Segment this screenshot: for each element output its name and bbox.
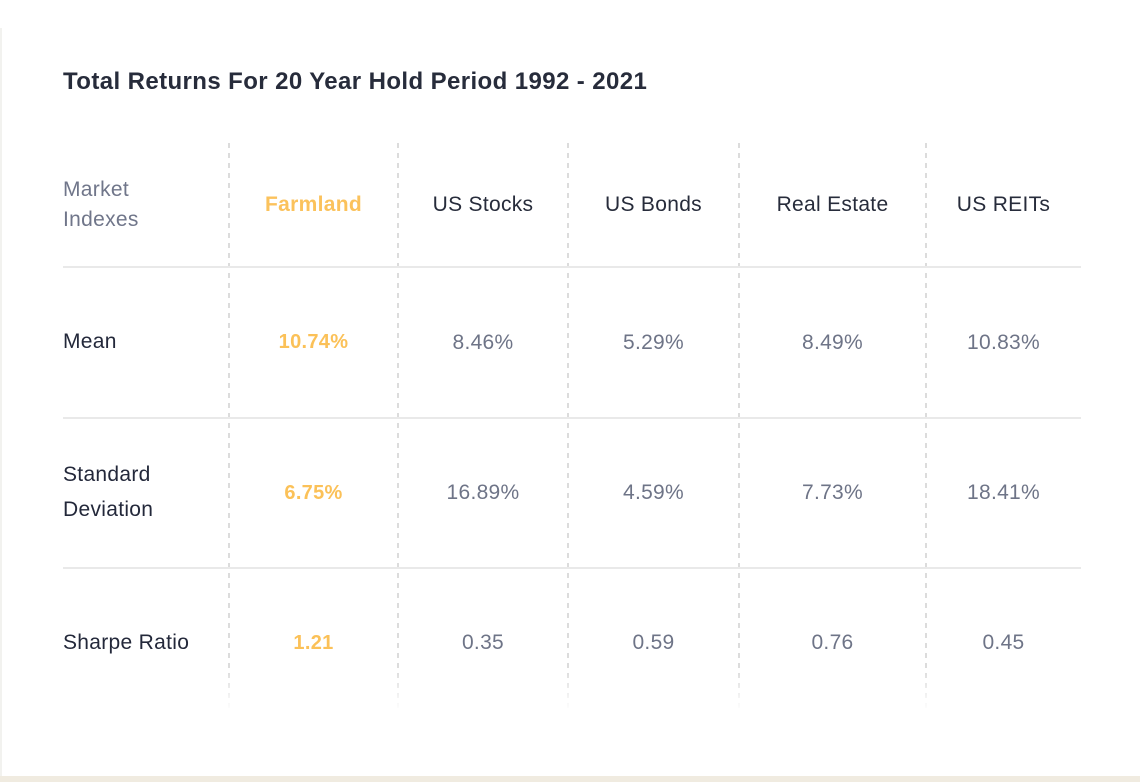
column-separator xyxy=(738,143,740,718)
cell-stdev-us-reits: 18.41% xyxy=(966,481,1041,504)
row-label: Standard Deviation xyxy=(63,463,154,521)
row-label: Sharpe Ratio xyxy=(63,630,190,654)
cell-sharpe-us-stocks: 0.35 xyxy=(461,631,505,654)
column-separator xyxy=(567,143,569,718)
returns-table: Market Indexes Farmland US Stocks US Bon… xyxy=(63,143,1081,718)
cell-stdev-farmland: 6.75% xyxy=(284,481,343,504)
header-cell-farmland: Farmland xyxy=(265,193,362,216)
header-cell-us-stocks: US Stocks xyxy=(432,193,534,216)
header-cell-us-reits: US REITs xyxy=(956,193,1051,216)
cell-stdev-real-estate: 7.73% xyxy=(801,481,864,504)
column-separator xyxy=(228,143,230,718)
cell-sharpe-farmland: 1.21 xyxy=(293,631,334,654)
cell-stdev-us-bonds: 4.59% xyxy=(622,481,685,504)
row-divider xyxy=(63,567,1081,569)
column-separator-fade xyxy=(63,670,1081,718)
column-separator xyxy=(925,143,927,718)
corner-header-cell: Market Indexes xyxy=(63,143,229,267)
header-cell-real-estate: Real Estate xyxy=(776,193,889,216)
page-edge-bottom xyxy=(0,776,1140,782)
cell-sharpe-us-bonds: 0.59 xyxy=(632,631,675,654)
row-label: Mean xyxy=(63,330,117,354)
cell-mean-farmland: 10.74% xyxy=(278,331,349,353)
row-divider xyxy=(63,417,1081,419)
table-grid: Market Indexes Farmland US Stocks US Bon… xyxy=(63,143,1081,718)
cell-mean-real-estate: 8.49% xyxy=(801,330,864,354)
cell-mean-us-bonds: 5.29% xyxy=(622,330,685,354)
header-cell-us-bonds: US Bonds xyxy=(605,193,702,216)
corner-header-label: Market Indexes xyxy=(63,177,139,231)
cell-mean-us-stocks: 8.46% xyxy=(452,330,514,354)
column-separator xyxy=(397,143,399,718)
cell-sharpe-us-reits: 0.45 xyxy=(982,631,1025,654)
row-header-standard-deviation: Standard Deviation xyxy=(63,418,229,568)
row-header-sharpe-ratio: Sharpe Ratio xyxy=(63,568,229,718)
page-title: Total Returns For 20 Year Hold Period 19… xyxy=(63,68,648,95)
cell-stdev-us-stocks: 16.89% xyxy=(446,481,520,504)
cell-mean-us-reits: 10.83% xyxy=(966,330,1041,354)
page-edge-left xyxy=(0,28,2,782)
row-header-mean: Mean xyxy=(63,267,229,418)
cell-sharpe-real-estate: 0.76 xyxy=(811,631,854,654)
row-divider xyxy=(63,266,1081,268)
